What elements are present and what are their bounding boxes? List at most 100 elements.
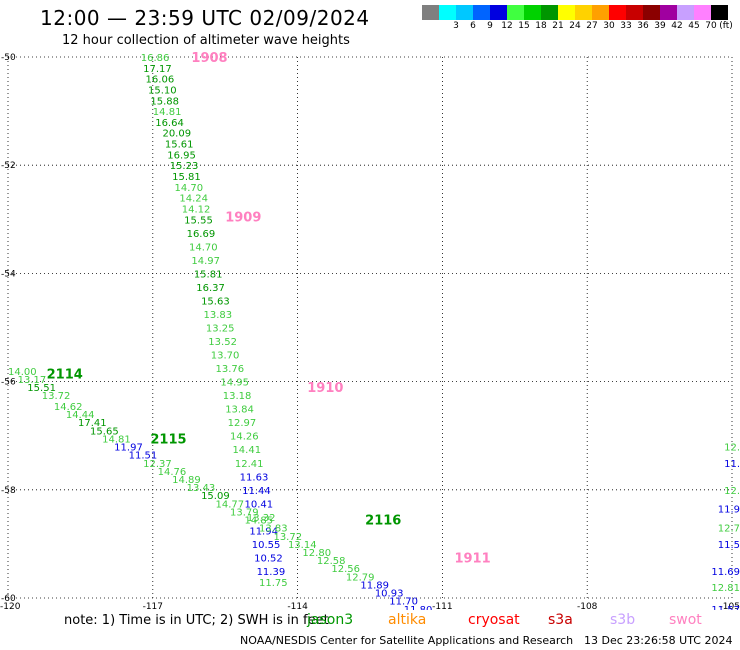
pass-time-label: 2114 [47,367,83,382]
longitude-tick-label: -111 [432,602,452,610]
wave-height-value: 10.55 [252,540,281,551]
wave-height-value: 14.44 [66,410,95,421]
wave-height-value: 13.70 [211,351,240,362]
legend-swatch [456,5,473,20]
wave-height-value: 15.09 [201,491,230,502]
map-tick-labels: -50 -52 -54 -56 -58 -60-120 -117 -114 -111 -108 -1… [0,53,740,610]
legend-swatch [643,5,660,20]
wave-height-value: 12. [724,443,740,454]
wave-height-track: 16.8617.1716.0615.1015.8814.8116.6420.09… [8,53,740,610]
wave-height-value: 12.97 [228,418,257,429]
wave-height-value: 14.70 [175,183,204,194]
wave-height-value: 14.00 [8,367,37,378]
latitude-tick-label: -54 [1,269,16,279]
satellite-label-s3b: s3b [610,612,636,628]
legend-label: 21 [552,21,564,31]
wave-height-value: 14.41 [232,445,261,456]
satellite-label-swot: swot [669,612,702,628]
legend-label: 6 [470,21,476,31]
wave-height-value: 17.17 [143,64,172,75]
legend-swatch [677,5,694,20]
legend-label: 30 [603,21,615,31]
legend-label: 70 [705,21,717,31]
wave-height-value: 13.76 [216,364,245,375]
wave-height-value: 12.41 [235,459,264,470]
latitude-tick-label: -56 [1,378,16,388]
wave-height-value: 10.52 [254,553,283,564]
wave-height-value: 10.93 [375,589,404,600]
wave-height-value: 15.61 [165,140,194,151]
wave-height-value: 11.9 [718,505,740,516]
wave-height-value: 16.64 [155,118,184,129]
longitude-tick-label: -117 [143,602,163,610]
legend-label: 12 [501,21,513,31]
wave-height-value: 14.12 [182,204,211,215]
wave-height-value: 11.94 [249,526,278,537]
legend-swatch [507,5,524,20]
wave-height-value: 16.37 [196,283,225,294]
wave-height-value: 13.72 [42,391,71,402]
longitude-tick-label: -108 [577,602,598,610]
wave-height-value: 14.62 [54,402,83,413]
wave-height-value: 11. [724,459,740,470]
wave-height-value: 16.95 [167,150,196,161]
pass-time-label: 1910 [307,381,343,396]
legend-label: 3 [453,21,459,31]
legend-swatch [660,5,677,20]
wave-height-value: 15.81 [172,172,201,183]
footer-note: note: 1) Time is in UTC; 2) SWH is in fe… [64,613,329,628]
wave-height-value: 14.70 [189,242,218,253]
wave-height-value: 11.80 [404,605,433,610]
wave-height-value: 15.51 [27,383,56,394]
wave-height-value: 20.09 [162,129,191,140]
legend-label: 15 [518,21,530,31]
wave-height-value: 11.70 [389,597,418,608]
wave-height-value: 11.57 [711,605,740,610]
wave-height-value: 14.24 [179,194,208,205]
satellite-label-s3a: s3a [548,612,573,628]
legend-label: 27 [586,21,598,31]
legend-label: 39 [654,21,666,31]
pass-labels: 1908 1909 1910 1911 2114 2115 2116 [47,51,491,566]
pass-time-label: 2115 [150,432,186,447]
credit-text: NOAA/NESDIS Center for Satellite Applica… [240,634,574,647]
wave-height-value: 13.17 [18,375,47,386]
wave-height-value: 13.32 [247,513,276,524]
longitude-tick-label: -120 [0,602,21,610]
wave-height-value: 14.81 [153,107,182,118]
legend-swatch [541,5,558,20]
wave-height-value: 14.77 [216,499,245,510]
wave-height-value: 11.39 [257,567,286,578]
wave-height-value: 11.51 [129,451,158,462]
wave-height-value: 12.58 [317,556,346,567]
legend-label: 33 [620,21,632,31]
wave-height-value: 10.41 [245,499,274,510]
wave-height-value: 15.10 [148,85,177,96]
wave-height-value: 14.81 [102,434,131,445]
wave-height-value: 13.84 [225,405,254,416]
legend-swatch [558,5,575,20]
wave-height-value: 12.80 [302,548,331,559]
wave-height-value: 13.18 [223,391,252,402]
wave-height-value: 13.43 [187,483,216,494]
wave-height-value: 15.81 [194,269,223,280]
wave-height-value: 11.69 [711,567,740,578]
wave-height-value: 12.37 [143,459,172,470]
latitude-tick-label: -52 [1,161,16,171]
legend-swatch [609,5,626,20]
wave-height-value: 15.55 [184,215,213,226]
legend-label: 42 [671,21,683,31]
page-subtitle: 12 hour collection of altimeter wave hei… [62,33,350,48]
wave-height-value: 17.41 [78,418,107,429]
wave-height-value: 15.88 [150,96,179,107]
wave-height-value: 13.83 [203,310,232,321]
map-grid [7,56,733,599]
wave-height-value: 11.63 [240,472,269,483]
latitude-tick-label: -50 [1,53,16,63]
wave-height-value: 16.86 [141,53,170,64]
pass-time-label: 1909 [225,211,261,226]
legend-unit: (ft) [719,21,733,31]
longitude-tick-label: -114 [287,602,308,610]
legend-label: 9 [487,21,493,31]
color-scale-legend [422,5,728,20]
